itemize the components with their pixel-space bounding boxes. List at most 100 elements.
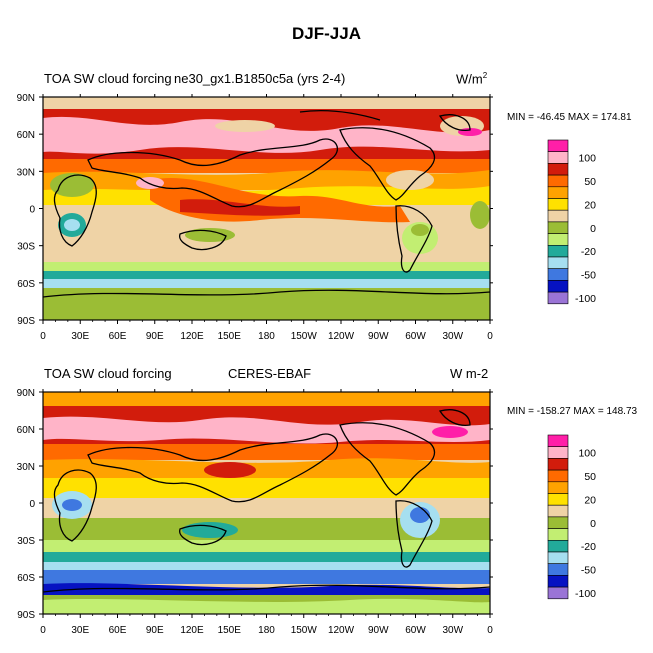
x-tick-label: 30E xyxy=(71,625,89,636)
colorbar-swatch xyxy=(547,209,569,223)
x-tick-label: 60E xyxy=(109,331,127,342)
bottom-case-label: CERES-EBAF xyxy=(228,366,312,381)
x-tick-label: 120W xyxy=(328,331,355,342)
y-tick-label: 60N xyxy=(17,130,35,141)
x-tick-label: 0 xyxy=(487,625,493,636)
colorbar-swatch xyxy=(547,504,569,518)
top-map-field xyxy=(43,97,490,320)
x-tick-label: 150E xyxy=(218,331,242,342)
y-tick-label: 30N xyxy=(17,167,35,178)
colorbar-swatch xyxy=(547,586,569,600)
colorbar-label: 100 xyxy=(578,448,596,460)
colorbar-swatch xyxy=(547,139,569,152)
x-tick-label: 30W xyxy=(442,625,463,636)
colorbar-label: -100 xyxy=(575,588,596,600)
top-min-max: MIN = -46.45 MAX = 174.81 xyxy=(507,112,632,123)
y-tick-label: 0 xyxy=(29,499,35,510)
x-tick-label: 60W xyxy=(405,625,426,636)
y-tick-label: 90N xyxy=(17,93,35,104)
y-tick-label: 30S xyxy=(17,536,35,547)
colorbar-swatch xyxy=(547,516,569,529)
top-coastlines xyxy=(43,110,490,298)
y-tick-label: 30N xyxy=(17,462,35,473)
colorbar-swatch xyxy=(547,446,569,459)
colorbar-swatch xyxy=(547,528,569,541)
x-tick-label: 0 xyxy=(40,625,46,636)
y-tick-label: 0 xyxy=(29,205,35,216)
x-tick-label: 150W xyxy=(291,625,318,636)
colorbar-swatch xyxy=(547,268,569,281)
colorbar-swatch xyxy=(547,163,569,176)
x-tick-label: 90W xyxy=(368,331,389,342)
colorbar-label: -20 xyxy=(581,541,596,553)
x-tick-label: 60W xyxy=(405,331,426,342)
colorbar-swatch xyxy=(547,256,569,269)
colorbar-swatch xyxy=(547,575,569,588)
x-tick-label: 0 xyxy=(487,331,493,342)
colorbar-label: 50 xyxy=(584,471,596,483)
figure-title: DJF-JJA xyxy=(292,24,361,43)
colorbar-swatch xyxy=(547,481,569,494)
colorbar-label: -20 xyxy=(581,246,596,258)
top-units-label: W/m2 xyxy=(456,71,487,86)
x-tick-label: 30E xyxy=(71,331,89,342)
x-tick-label: 120E xyxy=(180,331,204,342)
colorbar-label: 20 xyxy=(584,494,596,506)
axes-group: 0 30E 60E 90E 120E 150E 180 150W 120W 90W 60W 30W 09… xyxy=(17,93,494,636)
colorbar-swatch xyxy=(547,469,569,483)
x-tick-label: 0 xyxy=(40,331,46,342)
colorbar-label: -100 xyxy=(575,293,596,305)
x-tick-label: 120W xyxy=(328,625,355,636)
colorbar-swatch xyxy=(547,245,569,258)
bottom-min-max: MIN = -158.27 MAX = 148.73 xyxy=(507,406,638,417)
y-tick-label: 90S xyxy=(17,610,35,621)
bottom-variable-label: TOA SW cloud forcing xyxy=(44,366,172,381)
top-variable-label: TOA SW cloud forcing xyxy=(44,71,172,86)
x-tick-label: 150E xyxy=(218,625,242,636)
x-tick-label: 60E xyxy=(109,625,127,636)
y-tick-label: 60N xyxy=(17,425,35,436)
colorbar-swatch xyxy=(547,233,569,246)
y-tick-label: 60S xyxy=(17,279,35,290)
top-case-label: ne30_gx1.B1850c5a (yrs 2-4) xyxy=(174,71,346,86)
x-tick-label: 30W xyxy=(442,331,463,342)
colorbar-swatch xyxy=(547,539,569,553)
colorbar-swatch xyxy=(547,434,569,447)
colorbar-swatch xyxy=(547,221,569,234)
y-tick-label: 90N xyxy=(17,388,35,399)
colorbar-swatch xyxy=(547,563,569,576)
colorbar-swatch xyxy=(547,280,569,293)
colorbar-label: 20 xyxy=(584,199,596,211)
colorbar-label: 0 xyxy=(590,223,596,235)
x-tick-label: 180 xyxy=(258,331,275,342)
y-tick-label: 60S xyxy=(17,573,35,584)
bottom-coastlines xyxy=(43,409,490,593)
x-tick-label: 90E xyxy=(146,625,164,636)
colorbar-swatch xyxy=(547,198,569,211)
colorbar-swatch xyxy=(547,458,569,471)
colorbar-label: -50 xyxy=(581,270,596,282)
colorbar-swatch xyxy=(547,151,569,164)
colorbar-label: -50 xyxy=(581,565,596,577)
top-units-sup: 2 xyxy=(482,71,488,80)
colorbar-swatch xyxy=(547,186,569,199)
colorbar-swatch xyxy=(547,291,569,305)
y-tick-label: 90S xyxy=(17,316,35,327)
colorbar-swatch xyxy=(547,493,569,506)
colorbar-label: 50 xyxy=(584,176,596,188)
x-tick-label: 90W xyxy=(368,625,389,636)
colorbar-label: 0 xyxy=(590,518,596,530)
colorbar-label: 100 xyxy=(578,153,596,165)
y-tick-label: 30S xyxy=(17,242,35,253)
x-tick-label: 180 xyxy=(258,625,275,636)
colorbar-swatch xyxy=(547,551,569,564)
bottom-units-label: W m-2 xyxy=(450,366,489,381)
x-tick-label: 90E xyxy=(146,331,164,342)
x-tick-label: 120E xyxy=(180,625,204,636)
colorbar-swatch xyxy=(547,174,569,188)
top-units-base: W/m xyxy=(456,71,483,87)
x-tick-label: 150W xyxy=(291,331,318,342)
bottom-map-field xyxy=(43,392,490,614)
colorbars-group: 100 50 20 0 -20 -50 -100 100 50 20 0 -20 -50 -100 xyxy=(547,139,596,600)
